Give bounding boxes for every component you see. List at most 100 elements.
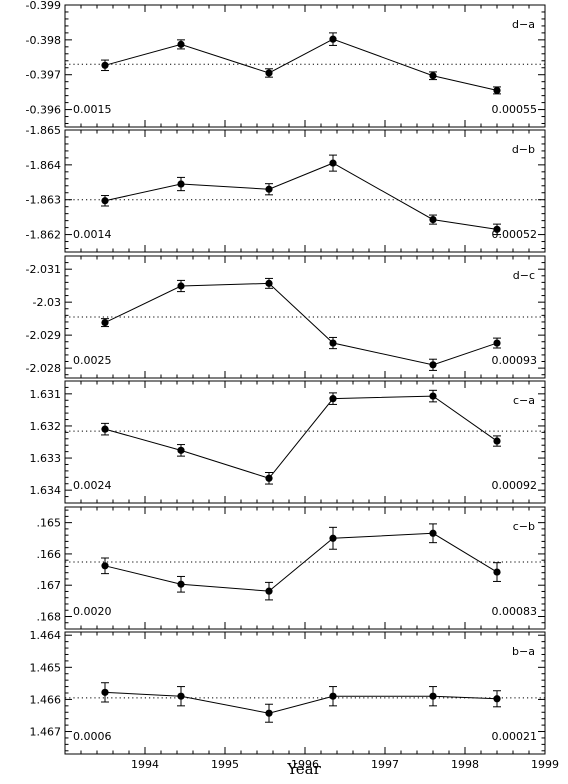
data-point xyxy=(329,159,337,167)
y-tick-label: -1.862 xyxy=(26,229,61,242)
y-tick-label: .166 xyxy=(37,548,62,561)
x-tick-label: 1996 xyxy=(291,758,319,771)
panel-label: d−c xyxy=(513,269,535,282)
x-axis-title: Year xyxy=(286,760,321,778)
y-tick-label: 1.467 xyxy=(30,726,62,739)
left-note: 0.0024 xyxy=(73,479,112,492)
data-point xyxy=(493,437,501,445)
x-tick-label: 1997 xyxy=(371,758,399,771)
y-tick-label: -2.03 xyxy=(33,296,61,309)
right-note: 0.00021 xyxy=(492,730,538,743)
panel-0: -0.399 -0.398 -0.397 -0.396 d−a 0.0015 0.00055 xyxy=(26,0,546,128)
data-point xyxy=(429,215,437,224)
left-note: 0.0025 xyxy=(73,354,112,367)
y-tick-label: .167 xyxy=(37,579,62,592)
y-tick-label: 1.464 xyxy=(30,629,62,642)
data-point xyxy=(493,225,501,233)
data-point xyxy=(329,339,337,347)
data-point xyxy=(177,692,185,700)
data-point xyxy=(101,688,109,696)
y-tick-label: 1.631 xyxy=(30,388,62,401)
y-tick-label: -0.399 xyxy=(26,0,61,12)
y-tick-label: -0.397 xyxy=(26,69,61,82)
y-tick-label: 1.465 xyxy=(30,661,62,674)
x-tick-label: 1994 xyxy=(131,758,159,771)
panel-label: c−a xyxy=(513,394,535,407)
data-point xyxy=(101,425,109,433)
panel-label: d−a xyxy=(512,18,535,31)
panel-frame xyxy=(64,129,546,253)
data-point xyxy=(493,568,501,576)
series-line xyxy=(104,532,498,592)
right-note: 0.00055 xyxy=(492,103,538,116)
data-point xyxy=(177,446,185,454)
panel-label: d−b xyxy=(512,143,535,156)
x-tick-label: 1998 xyxy=(451,758,479,771)
y-tick-label: .168 xyxy=(37,610,62,623)
panel-frame xyxy=(64,4,546,128)
data-point xyxy=(265,587,273,595)
panel-2: -2.031 -2.03 -2.029 -2.028 d−c 0.0025 0.00093 xyxy=(26,255,546,379)
y-tick-label: -2.028 xyxy=(26,362,61,375)
data-point xyxy=(265,709,273,717)
data-point xyxy=(493,86,501,94)
series-line xyxy=(104,395,498,479)
data-point xyxy=(493,339,501,347)
data-point xyxy=(265,69,273,77)
panel-frame xyxy=(64,631,546,755)
series-line xyxy=(104,38,498,91)
data-point xyxy=(265,474,273,482)
data-point xyxy=(429,692,437,700)
y-tick-label: -2.029 xyxy=(26,329,61,342)
panel-label: b−a xyxy=(512,645,535,658)
data-point xyxy=(177,282,185,290)
left-note: 0.0015 xyxy=(73,103,112,116)
data-point xyxy=(493,695,501,703)
y-tick-label: -1.865 xyxy=(26,124,61,137)
left-note: 0.0020 xyxy=(73,605,112,618)
y-tick-label: 1.634 xyxy=(30,484,62,497)
panel-label: c−b xyxy=(513,520,535,533)
y-tick-label: 1.633 xyxy=(30,452,62,465)
right-note: 0.00083 xyxy=(492,605,538,618)
chart-panels: -0.399 -0.398 -0.397 -0.396 d−a 0.0015 0.00055… xyxy=(26,0,559,771)
x-tick-label: 1995 xyxy=(211,758,239,771)
y-tick-label: -1.864 xyxy=(26,159,61,172)
data-point xyxy=(101,197,109,205)
y-tick-label: 1.632 xyxy=(30,420,62,433)
y-tick-label: -0.398 xyxy=(26,34,61,47)
data-point xyxy=(429,392,437,400)
left-note: 0.0006 xyxy=(73,730,112,743)
y-tick-label: -2.031 xyxy=(26,263,61,276)
series-line xyxy=(104,282,498,366)
data-point xyxy=(177,180,185,188)
series-line xyxy=(104,691,498,714)
y-tick-label: -0.396 xyxy=(26,104,61,117)
right-note: 0.00092 xyxy=(492,479,538,492)
data-point xyxy=(101,319,109,327)
panel-5: 1.464 1.465 1.466 1.467 b−a 0.0006 0.00021 1994… xyxy=(30,629,560,771)
right-note: 0.00093 xyxy=(492,354,538,367)
panel-4: .165 .166 .167 .168 c−b 0.0020 0.00083 xyxy=(37,506,546,630)
panel-frame xyxy=(64,506,546,630)
right-note: 0.00052 xyxy=(492,228,538,241)
data-point xyxy=(329,692,337,700)
panel-1: -1.865 -1.864 -1.863 -1.862 d−b 0.0014 0.00052 xyxy=(26,124,546,253)
data-point xyxy=(329,395,337,403)
series-line xyxy=(104,162,498,230)
y-tick-label: 1.466 xyxy=(30,693,62,706)
panel-3: 1.631 1.632 1.633 1.634 c−a 0.0024 0.00092 xyxy=(30,380,546,504)
data-point xyxy=(177,580,185,588)
data-point xyxy=(429,529,437,537)
left-note: 0.0014 xyxy=(73,228,112,241)
x-tick-label: 1999 xyxy=(531,758,559,771)
data-point xyxy=(329,35,337,43)
data-point xyxy=(329,534,337,542)
data-point xyxy=(429,72,437,80)
data-point xyxy=(177,40,185,48)
data-point xyxy=(101,61,109,69)
data-point xyxy=(265,185,273,193)
data-point xyxy=(429,361,437,369)
data-point xyxy=(265,279,273,287)
